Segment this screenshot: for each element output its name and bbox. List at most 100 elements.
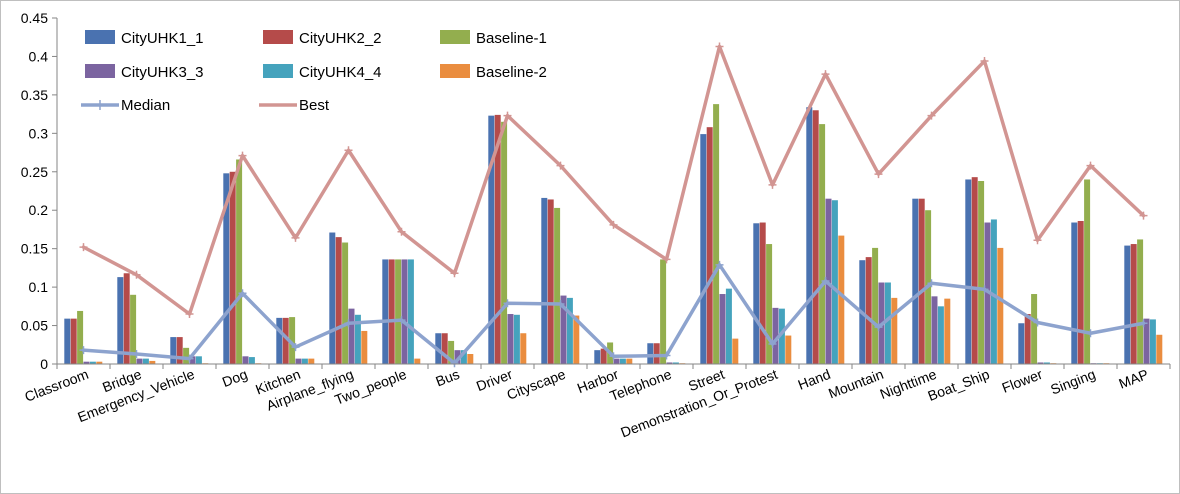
line-point-best-cityscape [556,161,565,170]
bar-cityuhk1-1-emergency-vehicle [170,337,177,364]
bar-cityuhk4-4-two-people [407,259,414,364]
bar-cityuhk2-2-bridge [123,273,130,364]
bar-baseline-2-nighttime [944,298,951,364]
bar-cityuhk2-2-harbor [600,348,607,364]
legend-swatch-baseline-1 [440,30,470,44]
legend-label-median: Median [121,97,170,114]
line-point-median-emergency-vehicle [185,354,194,363]
bar-cityuhk2-2-flower [1024,314,1031,364]
bar-cityuhk2-2-dog [229,171,236,364]
bar-baseline-2-hand [838,235,845,364]
bar-cityuhk1-1-two-people [382,259,389,364]
bar-cityuhk3-3-nighttime [931,296,938,364]
line-point-median-nighttime [927,279,936,288]
bar-cityuhk3-3-two-people [401,259,408,364]
bar-baseline-1-demonstration-or-protest [766,244,773,364]
bar-cityuhk4-4-mountain [884,282,891,364]
legend-swatch-cityuhk2-2 [263,30,293,44]
line-point-best-airplane-flying [344,146,353,155]
bar-cityuhk1-1-kitchen [276,317,283,364]
bar-baseline-1-driver [501,121,508,364]
bar-cityuhk2-2-cityscape [547,199,554,364]
bar-cityuhk2-2-driver [494,114,501,364]
line-point-best-map [1139,211,1148,220]
bar-baseline-2-demonstration-or-protest [785,335,792,364]
bar-cityuhk1-1-demonstration-or-protest [753,223,760,364]
legend-label-cityuhk2-2: CityUHK2_2 [299,30,382,47]
bar-cityuhk4-4-bridge [142,358,149,364]
bar-cityuhk2-2-kitchen [282,317,289,364]
y-tick-label: 0.2 [29,202,49,218]
line-point-median-street [715,260,724,269]
legend-swatch-baseline-2 [440,64,470,78]
bar-cityuhk2-2-mountain [865,257,872,364]
bar-baseline-1-bridge [130,294,137,364]
y-tick-label: 0 [40,356,48,372]
bar-baseline-2-airplane-flying [361,330,368,364]
bar-cityuhk3-3-street [719,294,726,364]
bar-cityuhk4-4-telephone [672,362,679,364]
bar-cityuhk2-2-telephone [653,343,660,364]
bar-baseline-2-boat-ship [997,247,1004,364]
line-point-best-telephone [662,255,671,264]
line-point-median-bridge [132,350,141,359]
line-point-median-kitchen [291,343,300,352]
bar-cityuhk2-2-singing [1077,220,1084,364]
bar-cityuhk1-1-dog [223,173,230,364]
line-point-best-demonstration-or-protest [768,180,777,189]
line-point-median-singing [1086,329,1095,338]
bar-baseline-2-street [732,338,739,364]
bar-cityuhk4-4-emergency-vehicle [195,356,202,364]
bar-cityuhk1-1-map [1124,245,1131,364]
y-tick-label: 0.05 [21,318,48,334]
bar-cityuhk4-4-nighttime [937,306,944,364]
bar-cityuhk1-1-hand [806,107,813,364]
bar-cityuhk1-1-street [700,134,707,364]
bar-baseline-1-mountain [872,247,879,364]
line-point-best-flower [1033,236,1042,245]
line-point-median-hand [821,276,830,285]
bar-cityuhk2-2-airplane-flying [335,237,342,364]
bar-cityuhk3-3-kitchen [295,358,302,364]
bar-baseline-2-bridge [149,360,156,364]
bar-baseline-2-mountain [891,297,898,364]
bar-cityuhk4-4-dog [248,357,255,364]
bar-cityuhk3-3-demonstration-or-protest [772,307,779,364]
legend-swatch-cityuhk4-4 [263,64,293,78]
bar-cityuhk4-4-classroom [89,361,96,364]
bar-cityuhk1-1-harbor [594,350,601,364]
bar-cityuhk3-3-telephone [666,362,673,364]
y-tick-label: 0.4 [29,48,49,64]
y-tick-label: 0.1 [29,279,49,295]
line-point-best-emergency-vehicle [185,310,194,319]
legend: CityUHK1_1 CityUHK2_2 Baseline-1 CityUHK3_3… [81,30,547,114]
line-point-best-nighttime [927,111,936,120]
line-point-median-classroom [79,346,88,355]
bar-cityuhk1-1-singing [1071,222,1078,364]
line-point-best-bridge [132,270,141,279]
bar-cityuhk2-2-classroom [70,318,77,364]
bar-baseline-2-bus [467,354,474,364]
bar-baseline-1-dog [236,159,243,364]
lines-layer [79,42,1148,368]
legend-label-cityuhk4-4: CityUHK4_4 [299,64,382,81]
bar-baseline-2-driver [520,333,527,364]
bar-cityuhk2-2-map [1130,244,1137,364]
bar-cityuhk1-1-boat-ship [965,179,972,364]
bar-cityuhk3-3-emergency-vehicle [189,356,196,364]
line-point-best-dog [238,151,247,160]
line-point-best-bus [450,269,459,278]
bar-cityuhk4-4-hand [831,200,838,364]
bar-cityuhk2-2-nighttime [918,198,925,364]
line-point-median-boat-ship [980,285,989,294]
bar-cityuhk1-1-driver [488,115,495,365]
bar-baseline-1-boat-ship [978,181,985,364]
bar-baseline-1-two-people [395,259,402,364]
bar-cityuhk3-3-flower [1037,362,1044,364]
bar-cityuhk4-4-street [725,288,732,364]
legend-label-cityuhk1-1: CityUHK1_1 [121,30,204,47]
legend-label-best: Best [299,97,330,114]
line-point-best-mountain [874,170,883,179]
line-point-best-kitchen [291,233,300,242]
